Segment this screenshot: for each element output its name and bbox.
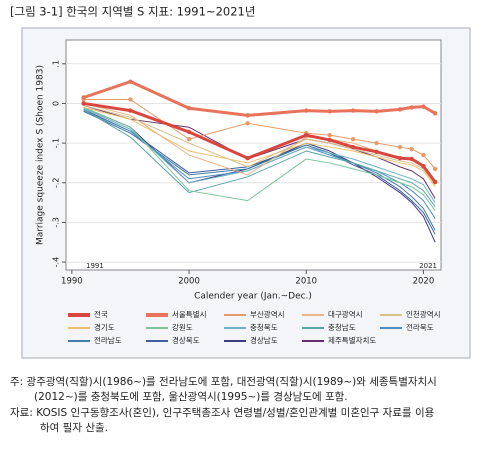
series-marker (304, 108, 309, 113)
series-marker (128, 79, 133, 84)
series-marker (245, 113, 250, 118)
series-marker (186, 136, 192, 142)
series-marker (374, 149, 379, 155)
legend-label: 전라남도 (94, 335, 122, 345)
x-tick-label: 2010 (295, 277, 317, 287)
series-marker (421, 152, 426, 158)
series-marker (421, 104, 426, 109)
series-marker (81, 101, 86, 106)
series-marker (409, 156, 414, 162)
y-tick-label: 0 (52, 101, 61, 106)
series-marker (397, 155, 403, 161)
y-tick-label: .1 (52, 60, 61, 68)
series-line (83, 107, 436, 203)
legend-label: 경상남도 (250, 335, 278, 345)
note: 하여 필자 산출. (40, 421, 108, 434)
series-marker (327, 137, 332, 143)
series-marker (350, 136, 356, 142)
series-marker (186, 129, 192, 135)
series-marker (432, 166, 438, 172)
legend-label: 인천광역시 (406, 309, 441, 319)
series-line (83, 110, 436, 219)
series-marker (327, 109, 332, 114)
series-marker (374, 140, 379, 146)
legend-label: 전국 (94, 309, 108, 319)
series-line (83, 104, 436, 186)
legend-label: 전라북도 (406, 322, 434, 332)
annotation: 1991 (86, 262, 104, 270)
series-marker (397, 144, 403, 150)
legend-label: 대구광역시 (328, 309, 363, 319)
series-marker (245, 155, 250, 161)
x-axis-label: Calender year (Jan.~Dec.) (194, 292, 312, 302)
y-axis-label: Marriage squeeze index S (Shoen 1983) (36, 65, 46, 245)
legend-label: 충청남도 (328, 323, 356, 332)
series-line (83, 108, 436, 207)
x-tick-label: 1990 (61, 277, 83, 287)
series-marker (421, 163, 426, 169)
series-marker (409, 105, 414, 110)
series-line (83, 101, 437, 183)
series-marker (350, 144, 356, 150)
legend-label: 강원도 (172, 322, 193, 332)
series-line (83, 110, 436, 231)
x-tick-label: 2000 (178, 277, 200, 287)
series-marker (432, 111, 438, 116)
note: 자료: KOSIS 인구동향조사(혼인), 인구주택총조사 연령별/성별/혼인관… (10, 406, 435, 419)
series-marker (432, 179, 438, 185)
series-marker (327, 132, 332, 138)
legend-label: 서울특별시 (172, 309, 207, 319)
x-tick-label: 2020 (413, 277, 435, 287)
series-marker (186, 106, 192, 111)
series-marker (304, 132, 309, 138)
y-tick-label: -.3 (52, 217, 61, 228)
chart-title: [그림 3-1] 한국의 지역별 S 지표: 1991~2021년 (10, 5, 255, 19)
series-marker (397, 107, 403, 112)
series-marker (245, 121, 250, 126)
series-marker (350, 108, 356, 113)
series-marker (128, 97, 133, 102)
series-line (83, 106, 436, 211)
y-tick-label: -.1 (52, 138, 61, 149)
legend-label: 제주특별자치도 (328, 335, 376, 345)
note: 주: 광주광역(직할)시(1986~)를 전라남도에 포함, 대전광역(직할)시… (10, 376, 437, 388)
series-marker (409, 146, 414, 152)
note: (2012~)를 충청북도에 포함, 울산광역시(1995~)를 경상남도에 포… (34, 390, 348, 403)
y-tick-label: -.4 (52, 257, 61, 268)
series-line (83, 106, 436, 188)
series-marker (128, 108, 133, 113)
legend-label: 경기도 (94, 322, 115, 332)
series-marker (374, 109, 379, 114)
legend-label: 부산광역시 (250, 309, 285, 319)
y-tick-label: -.2 (52, 177, 61, 188)
legend-label: 충청북도 (250, 323, 278, 332)
legend-label: 경상북도 (172, 335, 200, 345)
annotation: 2021 (419, 262, 437, 270)
series-marker (81, 95, 86, 100)
